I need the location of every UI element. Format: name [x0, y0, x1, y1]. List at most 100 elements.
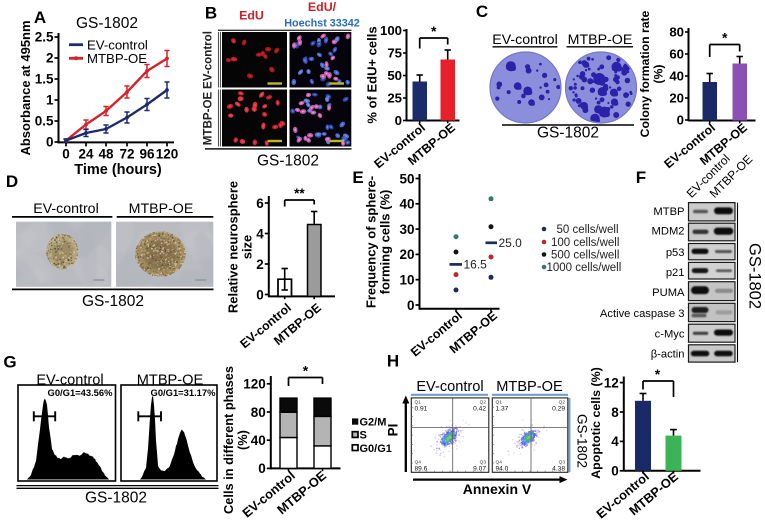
svg-text:Apoptotic cells (%): Apoptotic cells (%) [589, 367, 603, 479]
svg-text:94.0: 94.0 [496, 466, 509, 473]
svg-text:Colony formation rate: Colony formation rate [638, 10, 652, 137]
svg-text:H: H [387, 352, 399, 371]
svg-text:B: B [205, 4, 217, 23]
svg-text:(%): (%) [652, 65, 666, 84]
svg-text:0: 0 [395, 113, 402, 128]
svg-text:40: 40 [399, 197, 414, 212]
svg-text:GS-1802: GS-1802 [746, 243, 764, 309]
svg-text:G2/M: G2/M [360, 416, 387, 428]
svg-text:Q2: Q2 [559, 400, 566, 406]
svg-text:Absorbance at 495nm: Absorbance at 495nm [18, 20, 33, 155]
svg-text:Active caspase 3: Active caspase 3 [600, 308, 685, 320]
svg-text:size: size [240, 235, 255, 260]
svg-text:Frequency of sphere-: Frequency of sphere- [364, 176, 379, 308]
svg-text:500 cells/well: 500 cells/well [551, 250, 619, 262]
svg-text:S: S [360, 430, 367, 442]
svg-text:EdU: EdU [239, 9, 264, 23]
svg-text:80: 80 [251, 405, 266, 420]
svg-text:A: A [34, 8, 46, 27]
svg-text:50: 50 [387, 68, 402, 83]
svg-text:PI: PI [386, 424, 401, 437]
svg-text:40: 40 [251, 433, 266, 448]
svg-text:*: * [303, 363, 309, 379]
svg-text:GS-1802: GS-1802 [82, 293, 144, 310]
svg-text:72: 72 [119, 147, 134, 162]
svg-text:F: F [636, 168, 646, 187]
svg-text:0: 0 [258, 461, 266, 476]
svg-text:100 cells/well: 100 cells/well [551, 237, 619, 249]
svg-text:0: 0 [407, 298, 415, 313]
svg-text:0.91: 0.91 [415, 406, 428, 413]
svg-text:EV-control: EV-control [87, 37, 148, 52]
svg-text:GS-1802: GS-1802 [76, 15, 138, 32]
svg-text:4: 4 [611, 434, 619, 449]
svg-text:Hoechst 33342: Hoechst 33342 [284, 18, 360, 30]
svg-text:2: 2 [46, 51, 54, 66]
svg-text:0.42: 0.42 [473, 406, 486, 413]
svg-text:8: 8 [611, 405, 619, 420]
svg-text:50: 50 [399, 171, 414, 186]
svg-text:30: 30 [399, 222, 414, 237]
svg-text:EV-control: EV-control [492, 32, 557, 48]
svg-text:MTBP: MTBP [653, 206, 684, 218]
svg-text:0: 0 [46, 135, 54, 150]
svg-text:2.5: 2.5 [35, 30, 54, 45]
svg-text:GS-1802: GS-1802 [575, 414, 590, 468]
svg-text:G0/G1=31.17%: G0/G1=31.17% [151, 387, 217, 398]
svg-text:0: 0 [677, 113, 684, 128]
svg-text:E: E [352, 168, 363, 187]
svg-text:6: 6 [256, 196, 264, 211]
svg-text:PUMA: PUMA [652, 287, 685, 299]
svg-text:G0/G1: G0/G1 [360, 443, 392, 455]
svg-text:GS-1802: GS-1802 [257, 153, 319, 170]
svg-text:p21: p21 [666, 267, 685, 279]
svg-text:MTBP-OE: MTBP-OE [202, 92, 215, 146]
svg-text:48: 48 [98, 147, 114, 162]
svg-text:Q3: Q3 [559, 460, 566, 466]
svg-text:4.38: 4.38 [552, 466, 565, 473]
svg-text:0.5: 0.5 [35, 114, 54, 129]
svg-text:50 cells/well: 50 cells/well [557, 224, 619, 236]
svg-text:D: D [6, 172, 18, 191]
svg-text:80: 80 [669, 25, 684, 40]
svg-text:25.0: 25.0 [499, 236, 523, 250]
svg-text:β-actin: β-actin [651, 349, 685, 361]
svg-text:*: * [655, 366, 661, 382]
svg-text:Q2: Q2 [480, 400, 487, 406]
svg-text:Q4: Q4 [496, 460, 503, 466]
svg-text:EV-control: EV-control [202, 31, 215, 89]
svg-text:G: G [3, 353, 16, 372]
svg-text:EV-control: EV-control [416, 379, 483, 395]
svg-text:0.29: 0.29 [552, 406, 565, 413]
svg-text:0: 0 [62, 147, 70, 162]
svg-text:20: 20 [399, 247, 414, 262]
svg-text:75: 75 [387, 46, 402, 61]
svg-text:12: 12 [604, 375, 619, 390]
svg-text:Time (hours): Time (hours) [74, 162, 162, 178]
svg-text:*: * [722, 30, 728, 46]
svg-text:MTBP-OE: MTBP-OE [87, 51, 147, 66]
svg-text:0: 0 [256, 287, 264, 302]
svg-text:C: C [476, 2, 488, 21]
svg-text:2: 2 [256, 257, 264, 272]
svg-text:(%): (%) [235, 430, 250, 450]
svg-text:GS-1802: GS-1802 [85, 490, 147, 507]
svg-text:60: 60 [669, 47, 684, 62]
svg-text:Q3: Q3 [480, 460, 487, 466]
svg-text:MTBP-OE: MTBP-OE [496, 379, 563, 395]
svg-text:100: 100 [380, 23, 402, 38]
svg-text:c-Myc: c-Myc [655, 329, 685, 341]
svg-text:10: 10 [399, 273, 414, 288]
svg-text:1: 1 [46, 93, 54, 108]
svg-text:25: 25 [387, 91, 402, 106]
svg-text:MTBP-OE: MTBP-OE [568, 32, 633, 48]
svg-text:MTBP-OE: MTBP-OE [129, 201, 194, 217]
svg-text:24: 24 [78, 147, 94, 162]
svg-text:1.37: 1.37 [496, 406, 509, 413]
svg-text:G0/G1=43.56%: G0/G1=43.56% [48, 387, 114, 398]
svg-text:Cells in different phases: Cells in different phases [221, 366, 236, 514]
svg-text:20: 20 [669, 91, 684, 106]
svg-text:9.07: 9.07 [473, 466, 486, 473]
svg-text:1000 cells/well: 1000 cells/well [547, 262, 622, 274]
svg-text:**: ** [294, 186, 305, 201]
